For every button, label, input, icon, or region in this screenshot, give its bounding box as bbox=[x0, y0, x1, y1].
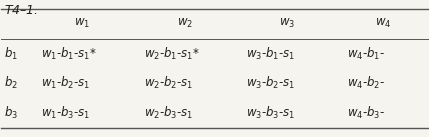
Text: $T$4–1.: $T$4–1. bbox=[4, 4, 38, 17]
